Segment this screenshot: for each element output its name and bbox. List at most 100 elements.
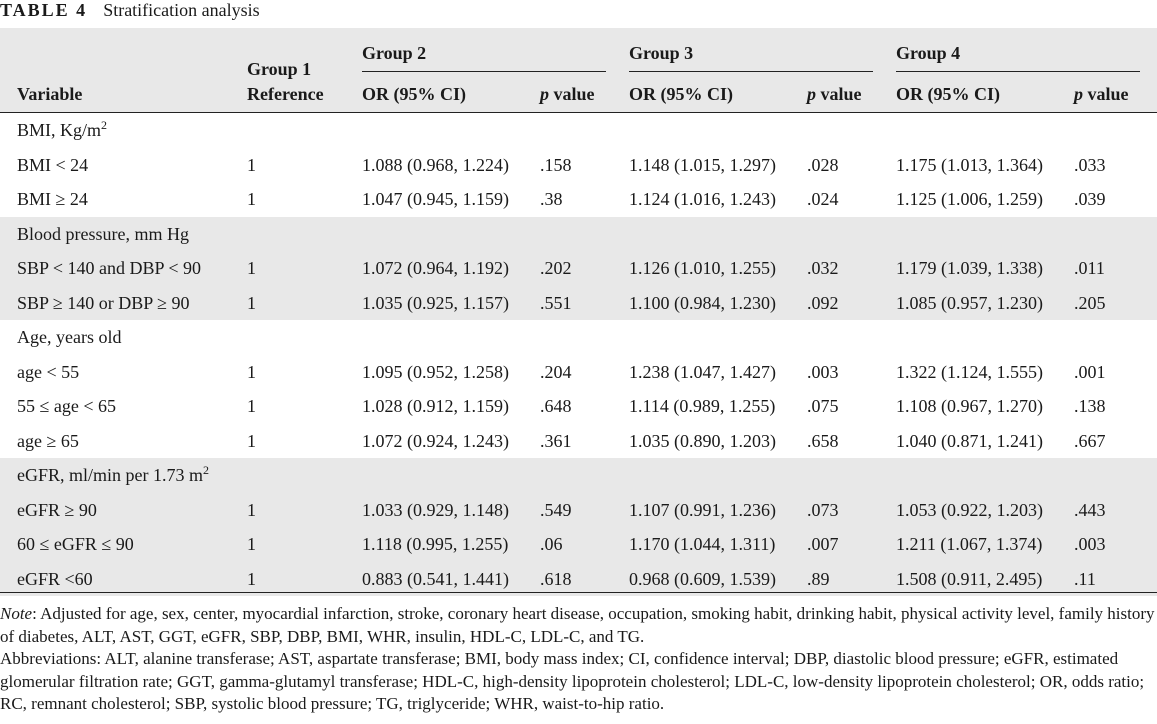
section-band — [0, 458, 1157, 596]
section-title-superscript: 2 — [101, 118, 108, 132]
p-rest: value — [549, 84, 595, 104]
cell-group4-p: .001 — [1074, 361, 1106, 382]
cell-group2-or: 1.072 (0.924, 1.243) — [362, 430, 509, 451]
cell-group4-or: 1.040 (0.871, 1.241) — [896, 430, 1043, 451]
cell-group2-p: .38 — [540, 189, 563, 209]
row-label: age < 55 — [17, 361, 80, 382]
cell-group2-or: 1.028 (0.912, 1.159) — [362, 396, 509, 416]
section-title-text: Blood pressure, mm Hg — [17, 223, 189, 244]
header-group2: Group 2 — [362, 43, 427, 63]
table-row: BMI < 24 1 1.088 (0.968, 1.224) .158 1.148 (… — [0, 148, 1157, 182]
header-group2-p: p value — [540, 83, 595, 105]
cell-group2-or: 1.072 (0.964, 1.192) — [362, 258, 509, 278]
cell-group4-p: .039 — [1074, 189, 1106, 209]
table-row: SBP ≥ 140 or DBP ≥ 90 1 1.035 (0.925, 1.15… — [0, 286, 1157, 320]
cell-group1-ref: 1 — [247, 258, 256, 278]
cell-group3-p: .007 — [807, 534, 839, 554]
table-bottom-rule — [0, 592, 1157, 593]
cell-group3-or: 1.114 (0.989, 1.255) — [629, 396, 776, 416]
cell-group3-or: 1.124 (1.016, 1.243) — [629, 189, 776, 209]
table-row: eGFR <60 1 0.883 (0.541, 1.441) .618 0.968 (… — [0, 562, 1157, 596]
cell-group3-or: 1.238 (1.047, 1.427) — [629, 361, 776, 382]
header-group2-rule — [362, 71, 606, 72]
cell-group1-ref: 1 — [247, 568, 256, 589]
cell-group1-ref: 1 — [247, 189, 256, 209]
section-title: Blood pressure, mm Hg — [17, 223, 189, 245]
header-group4-rule — [896, 71, 1140, 72]
cell-group1-ref: 1 — [247, 499, 256, 520]
cell-group2-p: .202 — [540, 258, 572, 278]
row-label: SBP < 140 and DBP < 90 — [17, 258, 201, 278]
p-letter: p — [807, 84, 816, 104]
section-header-row: BMI, Kg/m2 — [0, 113, 1157, 147]
header-variable: Variable — [17, 84, 83, 104]
cell-group4-or: 1.211 (1.067, 1.374) — [896, 534, 1043, 554]
header-group3: Group 3 — [629, 43, 694, 63]
header-bottom-rule — [0, 112, 1157, 113]
header-group4: Group 4 — [896, 43, 961, 63]
cell-group2-or: 1.047 (0.945, 1.159) — [362, 189, 509, 209]
row-label: eGFR <60 — [17, 568, 93, 589]
row-label: BMI < 24 — [17, 154, 89, 175]
p-letter: p — [540, 84, 549, 104]
cell-group2-p: .06 — [540, 534, 563, 554]
header-group3-rule — [629, 71, 873, 72]
cell-group2-p: .551 — [540, 292, 572, 313]
row-label: 55 ≤ age < 65 — [17, 396, 117, 416]
header-group1: Group 1 — [247, 59, 312, 79]
note-label: Note — [0, 604, 33, 623]
table-notes: Note: Adjusted for age, sex, center, myo… — [0, 603, 1157, 716]
cell-group4-p: .667 — [1074, 430, 1106, 451]
section-title: BMI, Kg/m2 — [17, 119, 107, 141]
header-group2-or: OR (95% CI) — [362, 84, 466, 104]
cell-group1-ref: 1 — [247, 396, 256, 416]
table-row: BMI ≥ 24 1 1.047 (0.945, 1.159) .38 1.124 (1… — [0, 182, 1157, 216]
cell-group3-p: .024 — [807, 189, 839, 209]
cell-group3-p: .073 — [807, 499, 839, 520]
cell-group3-or: 0.968 (0.609, 1.539) — [629, 568, 776, 589]
cell-group4-p: .443 — [1074, 499, 1106, 520]
table-label: TABLE 4 — [0, 0, 88, 20]
cell-group1-ref: 1 — [247, 430, 256, 451]
cell-group1-ref: 1 — [247, 292, 256, 313]
cell-group4-p: .003 — [1074, 534, 1106, 554]
cell-group3-or: 1.126 (1.010, 1.255) — [629, 258, 776, 278]
cell-group1-ref: 1 — [247, 154, 256, 175]
cell-group4-or: 1.322 (1.124, 1.555) — [896, 361, 1043, 382]
cell-group4-or: 1.175 (1.013, 1.364) — [896, 154, 1043, 175]
cell-group4-p: .033 — [1074, 154, 1106, 175]
section-title-text: eGFR, ml/min per 1.73 m — [17, 465, 203, 485]
row-label: eGFR ≥ 90 — [17, 499, 97, 520]
table-row: 60 ≤ eGFR ≤ 90 1 1.118 (0.995, 1.255) .06 1.… — [0, 527, 1157, 561]
cell-group2-or: 1.035 (0.925, 1.157) — [362, 292, 509, 313]
cell-group3-p: .075 — [807, 396, 839, 416]
table-row: age < 55 1 1.095 (0.952, 1.258) .204 1.238 (… — [0, 355, 1157, 389]
row-label: age ≥ 65 — [17, 430, 79, 451]
cell-group2-or: 0.883 (0.541, 1.441) — [362, 568, 509, 589]
cell-group3-p: .003 — [807, 361, 839, 382]
cell-group3-or: 1.107 (0.991, 1.236) — [629, 499, 776, 520]
cell-group2-p: .549 — [540, 499, 572, 520]
cell-group3-or: 1.035 (0.890, 1.203) — [629, 430, 776, 451]
cell-group3-or: 1.100 (0.984, 1.230) — [629, 292, 776, 313]
table-header-band — [0, 28, 1157, 112]
header-group4-p: p value — [1074, 83, 1129, 105]
cell-group3-p: .032 — [807, 258, 839, 278]
abbreviations-paragraph: Abbreviations: ALT, alanine transferase;… — [0, 649, 1145, 713]
section-title: Age, years old — [17, 326, 121, 348]
header-group1-reference: Reference — [247, 84, 324, 104]
row-label: SBP ≥ 140 or DBP ≥ 90 — [17, 292, 190, 313]
cell-group4-or: 1.053 (0.922, 1.203) — [896, 499, 1043, 520]
section-title-text: BMI, Kg/m — [17, 120, 102, 140]
section-title-text: Age, years old — [17, 327, 122, 347]
cell-group4-or: 1.179 (1.039, 1.338) — [896, 258, 1043, 278]
cell-group1-ref: 1 — [247, 534, 256, 554]
cell-group4-or: 1.508 (0.911, 2.495) — [896, 568, 1043, 589]
cell-group2-or: 1.118 (0.995, 1.255) — [362, 534, 509, 554]
table-caption: TABLE 4 Stratification analysis — [0, 0, 260, 28]
cell-group4-p: .11 — [1074, 568, 1096, 589]
cell-group4-p: .138 — [1074, 396, 1106, 416]
cell-group4-or: 1.125 (1.006, 1.259) — [896, 189, 1043, 209]
cell-group2-or: 1.095 (0.952, 1.258) — [362, 361, 509, 382]
section-title: eGFR, ml/min per 1.73 m2 — [17, 464, 209, 486]
